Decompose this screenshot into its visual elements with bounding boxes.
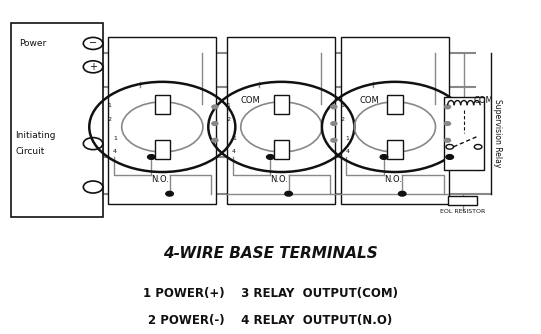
Circle shape [446,155,453,159]
Circle shape [148,155,155,159]
Circle shape [166,191,173,196]
Circle shape [445,122,451,126]
Text: Initiating: Initiating [15,131,56,140]
Circle shape [285,191,292,196]
Text: COM: COM [241,96,261,105]
Bar [227,37,335,204]
Text: −: − [89,38,97,48]
Circle shape [398,191,406,196]
Text: 2: 2 [227,117,230,122]
Text: 1 POWER(+)    3 RELAY  OUTPUT(COM): 1 POWER(+) 3 RELAY OUTPUT(COM) [143,288,398,300]
Circle shape [331,105,337,109]
Text: 2 POWER(-)    4 RELAY  OUTPUT(N.O): 2 POWER(-) 4 RELAY OUTPUT(N.O) [148,314,393,327]
Text: +: + [89,62,97,72]
Text: N.O.: N.O. [151,175,169,184]
Bar [274,95,289,114]
Bar [108,37,216,204]
Bar [11,23,103,217]
Bar [274,140,289,159]
Text: Power: Power [19,39,46,48]
Text: 4: 4 [346,150,349,154]
Bar [387,95,403,114]
Bar [341,37,449,204]
Bar [387,140,403,159]
Text: 2: 2 [340,117,344,122]
Bar [155,140,170,159]
Text: 1: 1 [340,103,344,108]
Circle shape [445,138,451,142]
Bar [444,97,484,170]
Circle shape [445,105,451,109]
Text: Circuit: Circuit [15,148,44,156]
Text: 1: 1 [346,136,349,141]
Text: N.O.: N.O. [270,175,288,184]
Text: 4: 4 [232,150,236,154]
Text: 1: 1 [108,103,111,108]
Text: 4-WIRE BASE TERMINALS: 4-WIRE BASE TERMINALS [163,246,378,261]
Text: COM: COM [473,96,493,105]
Text: 2: 2 [108,117,111,122]
Circle shape [331,122,337,126]
Text: COM: COM [360,96,380,105]
Circle shape [212,105,218,109]
Circle shape [267,155,274,159]
Bar [155,95,170,114]
Circle shape [212,122,218,126]
Text: 1: 1 [113,136,117,141]
Text: Supervision Relay: Supervision Relay [493,100,502,168]
Circle shape [331,138,337,142]
Text: EOL RESISTOR: EOL RESISTOR [440,208,485,213]
Circle shape [380,155,388,159]
Text: 1: 1 [232,136,236,141]
Bar [448,196,478,204]
Text: 1: 1 [227,103,230,108]
Text: N.O.: N.O. [384,175,402,184]
Text: 4: 4 [113,150,117,154]
Circle shape [212,138,218,142]
